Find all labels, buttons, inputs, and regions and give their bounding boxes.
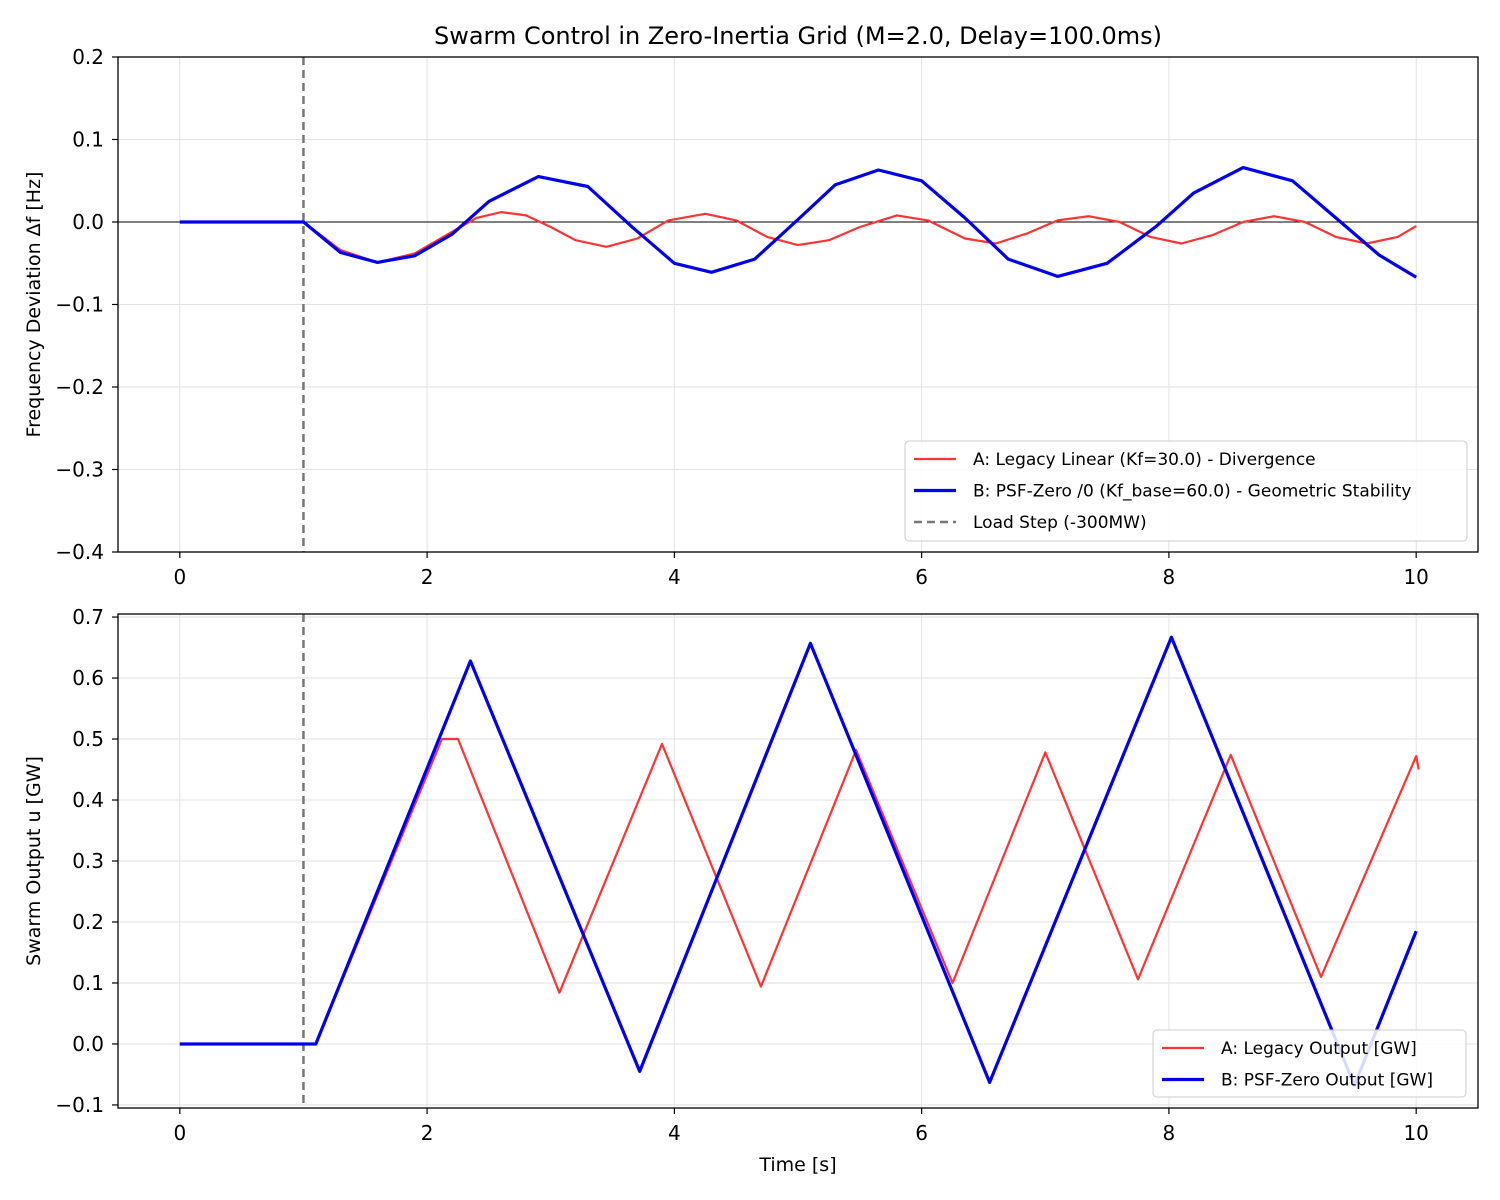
x-tick-label: 4 xyxy=(668,565,681,589)
y-axis-label: Swarm Output u [GW] xyxy=(23,756,45,966)
y-tick-label: 0.0 xyxy=(72,210,104,234)
legend: A: Legacy Linear (Kf=30.0) - Divergence B… xyxy=(904,440,1468,542)
x-tick-label: 0 xyxy=(173,1121,186,1145)
y-tick-label: 0.2 xyxy=(72,910,104,934)
x-tick-label: 2 xyxy=(421,565,434,589)
series-line-a xyxy=(179,211,1417,264)
legend-label: Load Step (-300MW) xyxy=(973,513,1147,533)
y-tick-label: −0.1 xyxy=(55,293,104,317)
x-tick-label: 6 xyxy=(915,565,928,589)
x-tick-label: 8 xyxy=(1163,1121,1176,1145)
y-tick-label: 0.2 xyxy=(72,45,104,69)
y-tick-label: 0.6 xyxy=(72,666,104,690)
x-tick-label: 2 xyxy=(421,1121,434,1145)
legend: A: Legacy Output [GW] B: PSF-Zero Output … xyxy=(1152,1029,1467,1098)
y-tick-label: −0.2 xyxy=(55,375,104,399)
y-tick-label: 0.4 xyxy=(72,788,104,812)
y-tick-label: 0.1 xyxy=(72,128,104,152)
frequency-deviation-panel: 0 2 4 6 8 10 0.2 0.1 0.0 −0.1 −0.2 −0.3 −0.4 Frequenc… xyxy=(23,45,1479,589)
y-tick-label: 0.1 xyxy=(72,971,104,995)
legend-label: A: Legacy Output [GW] xyxy=(1221,1039,1417,1059)
x-axis-label: Time [s] xyxy=(758,1154,836,1176)
chart-title: Swarm Control in Zero-Inertia Grid (M=2.… xyxy=(434,22,1162,50)
series-line-b xyxy=(179,166,1418,279)
x-tick-label: 8 xyxy=(1163,565,1176,589)
y-tick-label: 0.7 xyxy=(72,605,104,629)
legend-box xyxy=(1152,1029,1467,1098)
y-tick-label: 0.3 xyxy=(72,849,104,873)
swarm-output-panel: 0 2 4 6 8 10 0.7 0.6 0.5 0.4 0.3 0.2 0.1 0.0 −0.1 Swarm… xyxy=(23,605,1479,1176)
y-tick-label: −0.1 xyxy=(55,1093,104,1117)
x-tick-label: 4 xyxy=(668,1121,681,1145)
x-tick-label: 6 xyxy=(915,1121,928,1145)
legend-label: B: PSF-Zero Output [GW] xyxy=(1221,1071,1433,1091)
x-tick-label: 0 xyxy=(173,565,186,589)
y-axis-label: Frequency Deviation Δf [Hz] xyxy=(23,172,45,438)
y-tick-label: −0.4 xyxy=(55,540,104,564)
legend-label: B: PSF-Zero /0 (Kf_base=60.0) - Geometri… xyxy=(973,482,1411,502)
series-line-a xyxy=(179,737,1420,1046)
x-tick-label: 10 xyxy=(1403,1121,1428,1145)
y-tick-label: −0.3 xyxy=(55,458,104,482)
legend-box xyxy=(904,440,1468,542)
series-line-b xyxy=(179,635,1418,1088)
x-tick-label: 10 xyxy=(1403,565,1428,589)
y-tick-label: 0.5 xyxy=(72,727,104,751)
legend-label: A: Legacy Linear (Kf=30.0) - Divergence xyxy=(973,450,1316,470)
y-tick-label: 0.0 xyxy=(72,1032,104,1056)
